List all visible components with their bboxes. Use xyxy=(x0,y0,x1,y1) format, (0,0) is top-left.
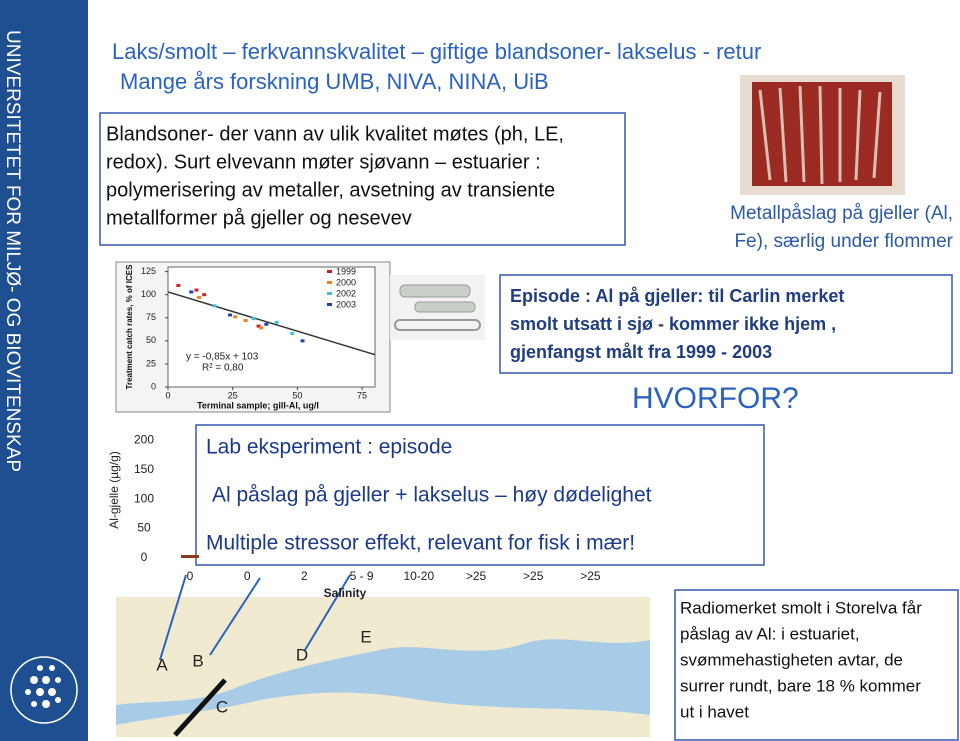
scatter-point xyxy=(300,339,305,343)
legend-swatch xyxy=(327,303,332,306)
lab-box xyxy=(195,424,765,566)
x-tick-label: 50 xyxy=(292,390,302,400)
x-tick-label: 10-20 xyxy=(403,569,434,583)
episode-box xyxy=(499,274,953,374)
radio-line: svømmehastigheten avtar, de xyxy=(680,650,903,669)
lab-line: Al påslag på gjeller + lakselus – høy dø… xyxy=(212,484,652,507)
y-tick-label: 50 xyxy=(146,335,156,345)
map-arrows xyxy=(159,574,351,737)
x-axis-title: Terminal sample; gill-Al, ug/l xyxy=(197,400,319,410)
trendline xyxy=(167,291,376,356)
map-label: B xyxy=(192,651,203,670)
y-tick-label: 0 xyxy=(151,381,156,391)
episode-line: gjenfangst målt fra 1999 - 2003 xyxy=(510,342,772,362)
tag-photos xyxy=(390,275,485,340)
scatter-point xyxy=(189,290,194,294)
scatter-point xyxy=(256,324,261,328)
x-tick-label: 75 xyxy=(357,390,367,400)
r2-label: R² = 0,80 xyxy=(202,363,244,374)
legend-label: 2003 xyxy=(336,299,356,309)
x-tick-label: >25 xyxy=(523,569,544,583)
y-axis-title: Al-gjelle (µg/g) xyxy=(107,451,121,529)
y-tick-label: 150 xyxy=(134,462,154,476)
scatter-point xyxy=(274,320,279,324)
lab-line: Multiple stressor effekt, relevant for f… xyxy=(206,532,635,555)
gill-caption: Metallpåslag på gjeller (Al, xyxy=(730,203,953,224)
radio-line: påslag av Al: i estuariet, xyxy=(680,624,860,643)
radio-line: surrer rundt, bare 18 % kommer xyxy=(680,676,921,695)
bar xyxy=(181,555,199,558)
legend-swatch xyxy=(327,292,332,295)
sidebar-text: UNIVERSITETET FOR MILJØ- OG BIOVITENSKAP xyxy=(2,30,23,472)
y-tick-label: 100 xyxy=(134,491,154,505)
scatter-point xyxy=(194,288,199,292)
scatter-point xyxy=(197,295,202,299)
logo xyxy=(10,656,78,724)
radio-line: ut i havet xyxy=(680,702,749,721)
intro-box xyxy=(99,112,626,246)
why-heading: HVORFOR? xyxy=(632,382,799,415)
x-tick-label: 0 xyxy=(165,390,170,400)
sidebar xyxy=(0,0,88,741)
x-axis-title: Salinity xyxy=(324,586,367,600)
scatter-point xyxy=(176,283,181,287)
radio-box xyxy=(674,589,959,741)
y-axis-title: Treatment catch rates, % of ICES xyxy=(125,264,134,390)
trendline-label: y = -0,85x + 103 xyxy=(186,352,259,363)
legend-swatch xyxy=(327,270,332,273)
scatter-point xyxy=(290,331,295,335)
plot-area xyxy=(167,266,376,388)
gill-caption: Fe), særlig under flommer xyxy=(734,231,953,252)
map xyxy=(116,597,650,737)
episode-line: smolt utsatt i sjø - kommer ikke hjem , xyxy=(510,314,836,334)
y-tick-label: 200 xyxy=(134,432,154,446)
scatter-point xyxy=(259,326,264,330)
y-tick-label: 100 xyxy=(141,289,156,299)
x-tick-label: 5 - 9 xyxy=(350,569,374,583)
x-tick-label: >25 xyxy=(580,569,601,583)
y-tick-label: 0 xyxy=(141,550,148,564)
scatter-point xyxy=(228,313,233,317)
scatter-point xyxy=(212,304,217,308)
legend-label: 2002 xyxy=(336,288,356,298)
y-tick-label: 25 xyxy=(146,358,156,368)
x-tick-label: >25 xyxy=(466,569,487,583)
legend-swatch xyxy=(327,281,332,284)
intro-line: Blandsoner- der vann av ulik kvalitet mø… xyxy=(106,123,564,145)
radio-line: Radiomerket smolt i Storelva får xyxy=(680,598,922,617)
legend-label: 2000 xyxy=(336,277,356,287)
intro-line: polymerisering av metaller, avsetning av… xyxy=(106,179,555,201)
scatter-point xyxy=(202,293,207,297)
y-tick-label: 125 xyxy=(141,266,156,276)
title: Laks/smolt – ferkvannskvalitet – giftige… xyxy=(112,39,761,64)
y-tick-label: 50 xyxy=(137,521,151,535)
scatter-point xyxy=(243,319,248,323)
map-label: A xyxy=(156,655,168,674)
intro-line: metallformer på gjeller og nesevev xyxy=(106,207,412,229)
x-tick-label: 0 xyxy=(187,569,194,583)
y-tick-label: 75 xyxy=(146,312,156,322)
intro-line: redox). Surt elvevann møter sjøvann – es… xyxy=(106,151,541,173)
scatter-point xyxy=(264,322,269,326)
x-tick-label: 25 xyxy=(228,390,238,400)
map-label: C xyxy=(216,697,228,716)
lab-line: Lab eksperiment : episode xyxy=(206,436,452,459)
x-tick-label: 0 xyxy=(244,569,251,583)
map-label: E xyxy=(360,627,371,646)
gill-image xyxy=(740,75,905,195)
subtitle: Mange års forskning UMB, NIVA, NINA, UiB xyxy=(120,69,549,94)
episode-line: Episode : Al på gjeller: til Carlin merk… xyxy=(510,286,844,306)
scatter-point xyxy=(251,317,256,321)
map-label: D xyxy=(296,645,308,664)
x-tick-label: 2 xyxy=(301,569,308,583)
scatter-point xyxy=(233,315,238,319)
legend-label: 1999 xyxy=(336,266,356,276)
